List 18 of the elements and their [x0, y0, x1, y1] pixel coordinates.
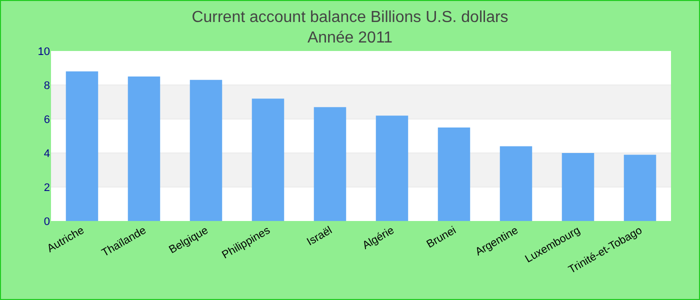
- bar: [314, 107, 346, 221]
- y-tick-label: 2: [44, 182, 50, 194]
- bar: [624, 154, 656, 221]
- y-tick-label: 4: [44, 148, 50, 160]
- y-tick-label: 10: [38, 46, 50, 58]
- y-tick-label: 0: [44, 216, 50, 228]
- chart-subtitle: Année 2011: [307, 30, 393, 47]
- y-tick-label: 6: [44, 114, 50, 126]
- y-tick-label: 8: [44, 80, 50, 92]
- bar: [438, 128, 470, 221]
- bar: [252, 98, 284, 221]
- bar: [66, 71, 98, 221]
- chart-title: Current account balance Billions U.S. dollars: [192, 8, 508, 26]
- bar: [500, 146, 532, 221]
- bar: [562, 153, 594, 221]
- bar: [190, 80, 222, 221]
- bar: [376, 116, 408, 221]
- bar: [128, 76, 160, 221]
